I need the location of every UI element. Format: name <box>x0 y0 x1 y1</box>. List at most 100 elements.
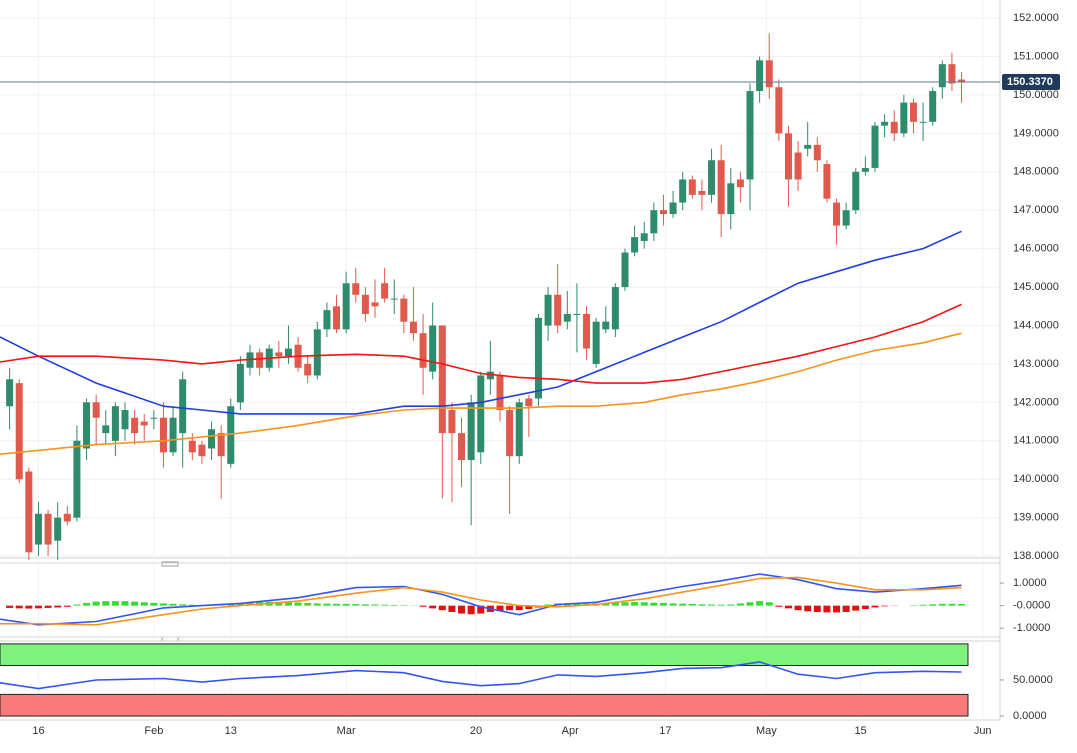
candle-body <box>34 513 42 545</box>
indicator-line <box>0 576 962 626</box>
histogram-bar <box>73 604 81 606</box>
y-tick-label: 144.0000 <box>1013 319 1059 331</box>
histogram-bar <box>25 605 33 609</box>
x-tick-label: Feb <box>144 725 163 737</box>
candle-body <box>583 313 591 349</box>
y-tick-label: 0.0000 <box>1013 710 1047 722</box>
histogram-bar <box>111 601 119 606</box>
y-tick-label: 1.0000 <box>1013 577 1047 589</box>
candle-body <box>842 210 850 226</box>
histogram-bar <box>381 604 389 606</box>
y-tick-label: 143.0000 <box>1013 358 1059 370</box>
x-tick-label: 17 <box>659 725 671 737</box>
panel-resize-handle[interactable] <box>161 561 179 567</box>
last-price-box <box>1002 73 1060 90</box>
x-tick-label: May <box>756 725 777 737</box>
candle-body <box>477 375 485 453</box>
candle-body <box>890 121 898 134</box>
histogram-bar <box>621 602 629 606</box>
histogram-bar <box>525 605 533 610</box>
histogram-bar <box>275 601 283 606</box>
candle-body <box>188 440 196 453</box>
histogram-bar <box>794 605 802 611</box>
candle-body <box>736 179 744 188</box>
candle-body <box>534 317 542 399</box>
candle-body <box>429 325 437 372</box>
y-tick-label: -0.0000 <box>1013 600 1050 612</box>
candle-body <box>140 421 148 426</box>
histogram-bar <box>121 601 129 606</box>
candle-body <box>948 64 956 84</box>
candle-body <box>631 237 639 253</box>
candle-body <box>208 429 216 449</box>
histogram-bar <box>842 605 850 612</box>
candle-body <box>227 406 235 464</box>
histogram-bar <box>361 604 369 606</box>
histogram-bar <box>304 602 312 606</box>
histogram-bar <box>438 605 446 611</box>
indicator-line <box>0 332 962 455</box>
candle-body <box>688 179 696 195</box>
candle-body <box>198 444 206 457</box>
histogram-bar <box>775 605 783 607</box>
candle-body <box>506 410 514 457</box>
histogram-bar <box>92 601 100 606</box>
y-tick-label: 151.0000 <box>1013 50 1059 62</box>
histogram-bar <box>698 604 706 606</box>
histogram-bar <box>708 604 716 606</box>
histogram-bar <box>765 602 773 606</box>
histogram-bar <box>669 603 677 606</box>
histogram-bar <box>650 602 658 606</box>
histogram-bar <box>458 605 466 614</box>
candle-body <box>611 287 619 330</box>
histogram-bar <box>313 603 321 606</box>
candle-body <box>6 379 14 407</box>
candle-body <box>284 348 292 357</box>
histogram-bar <box>573 603 581 606</box>
candle-body <box>775 87 783 134</box>
candle-body <box>900 102 908 134</box>
candle-body <box>438 325 446 434</box>
histogram-bar <box>544 604 552 606</box>
histogram-bar <box>294 602 302 606</box>
histogram-bar <box>881 605 889 607</box>
candle-body <box>179 379 187 434</box>
histogram-bar <box>467 605 475 615</box>
x-tick-label: 13 <box>225 725 237 737</box>
histogram-bar <box>496 605 504 611</box>
histogram-bar <box>44 605 52 608</box>
histogram-bar <box>352 604 360 606</box>
histogram-bar <box>477 605 485 614</box>
histogram-bar <box>515 605 523 611</box>
y-tick-label: 146.0000 <box>1013 243 1059 255</box>
candle-body <box>669 202 677 215</box>
x-tick-label: 15 <box>854 725 866 737</box>
candle-body <box>717 160 725 215</box>
histogram-bar <box>333 603 341 606</box>
candle-body <box>486 371 494 380</box>
candle-body <box>44 513 52 545</box>
candle-body <box>919 121 927 123</box>
histogram-bar <box>102 601 110 606</box>
candle-body <box>159 417 167 453</box>
x-tick-label: Apr <box>562 725 579 737</box>
candle-body <box>756 60 764 92</box>
candle-body <box>390 298 398 300</box>
candle-body <box>592 321 600 364</box>
y-tick-label: 149.0000 <box>1013 127 1059 139</box>
candle-body <box>602 321 610 330</box>
candle-body <box>419 333 427 368</box>
candle-body <box>746 91 754 180</box>
candle-body <box>515 402 523 457</box>
candle-body <box>63 513 71 522</box>
candle-body <box>640 233 648 241</box>
candle-body <box>371 302 379 307</box>
histogram-bar <box>736 603 744 606</box>
candle-body <box>217 433 225 457</box>
candle-body <box>813 144 821 161</box>
histogram-bar <box>131 601 139 606</box>
histogram-bar <box>756 601 764 606</box>
histogram-bar <box>179 604 187 606</box>
histogram-bar <box>631 602 639 606</box>
candle-body <box>698 190 706 195</box>
